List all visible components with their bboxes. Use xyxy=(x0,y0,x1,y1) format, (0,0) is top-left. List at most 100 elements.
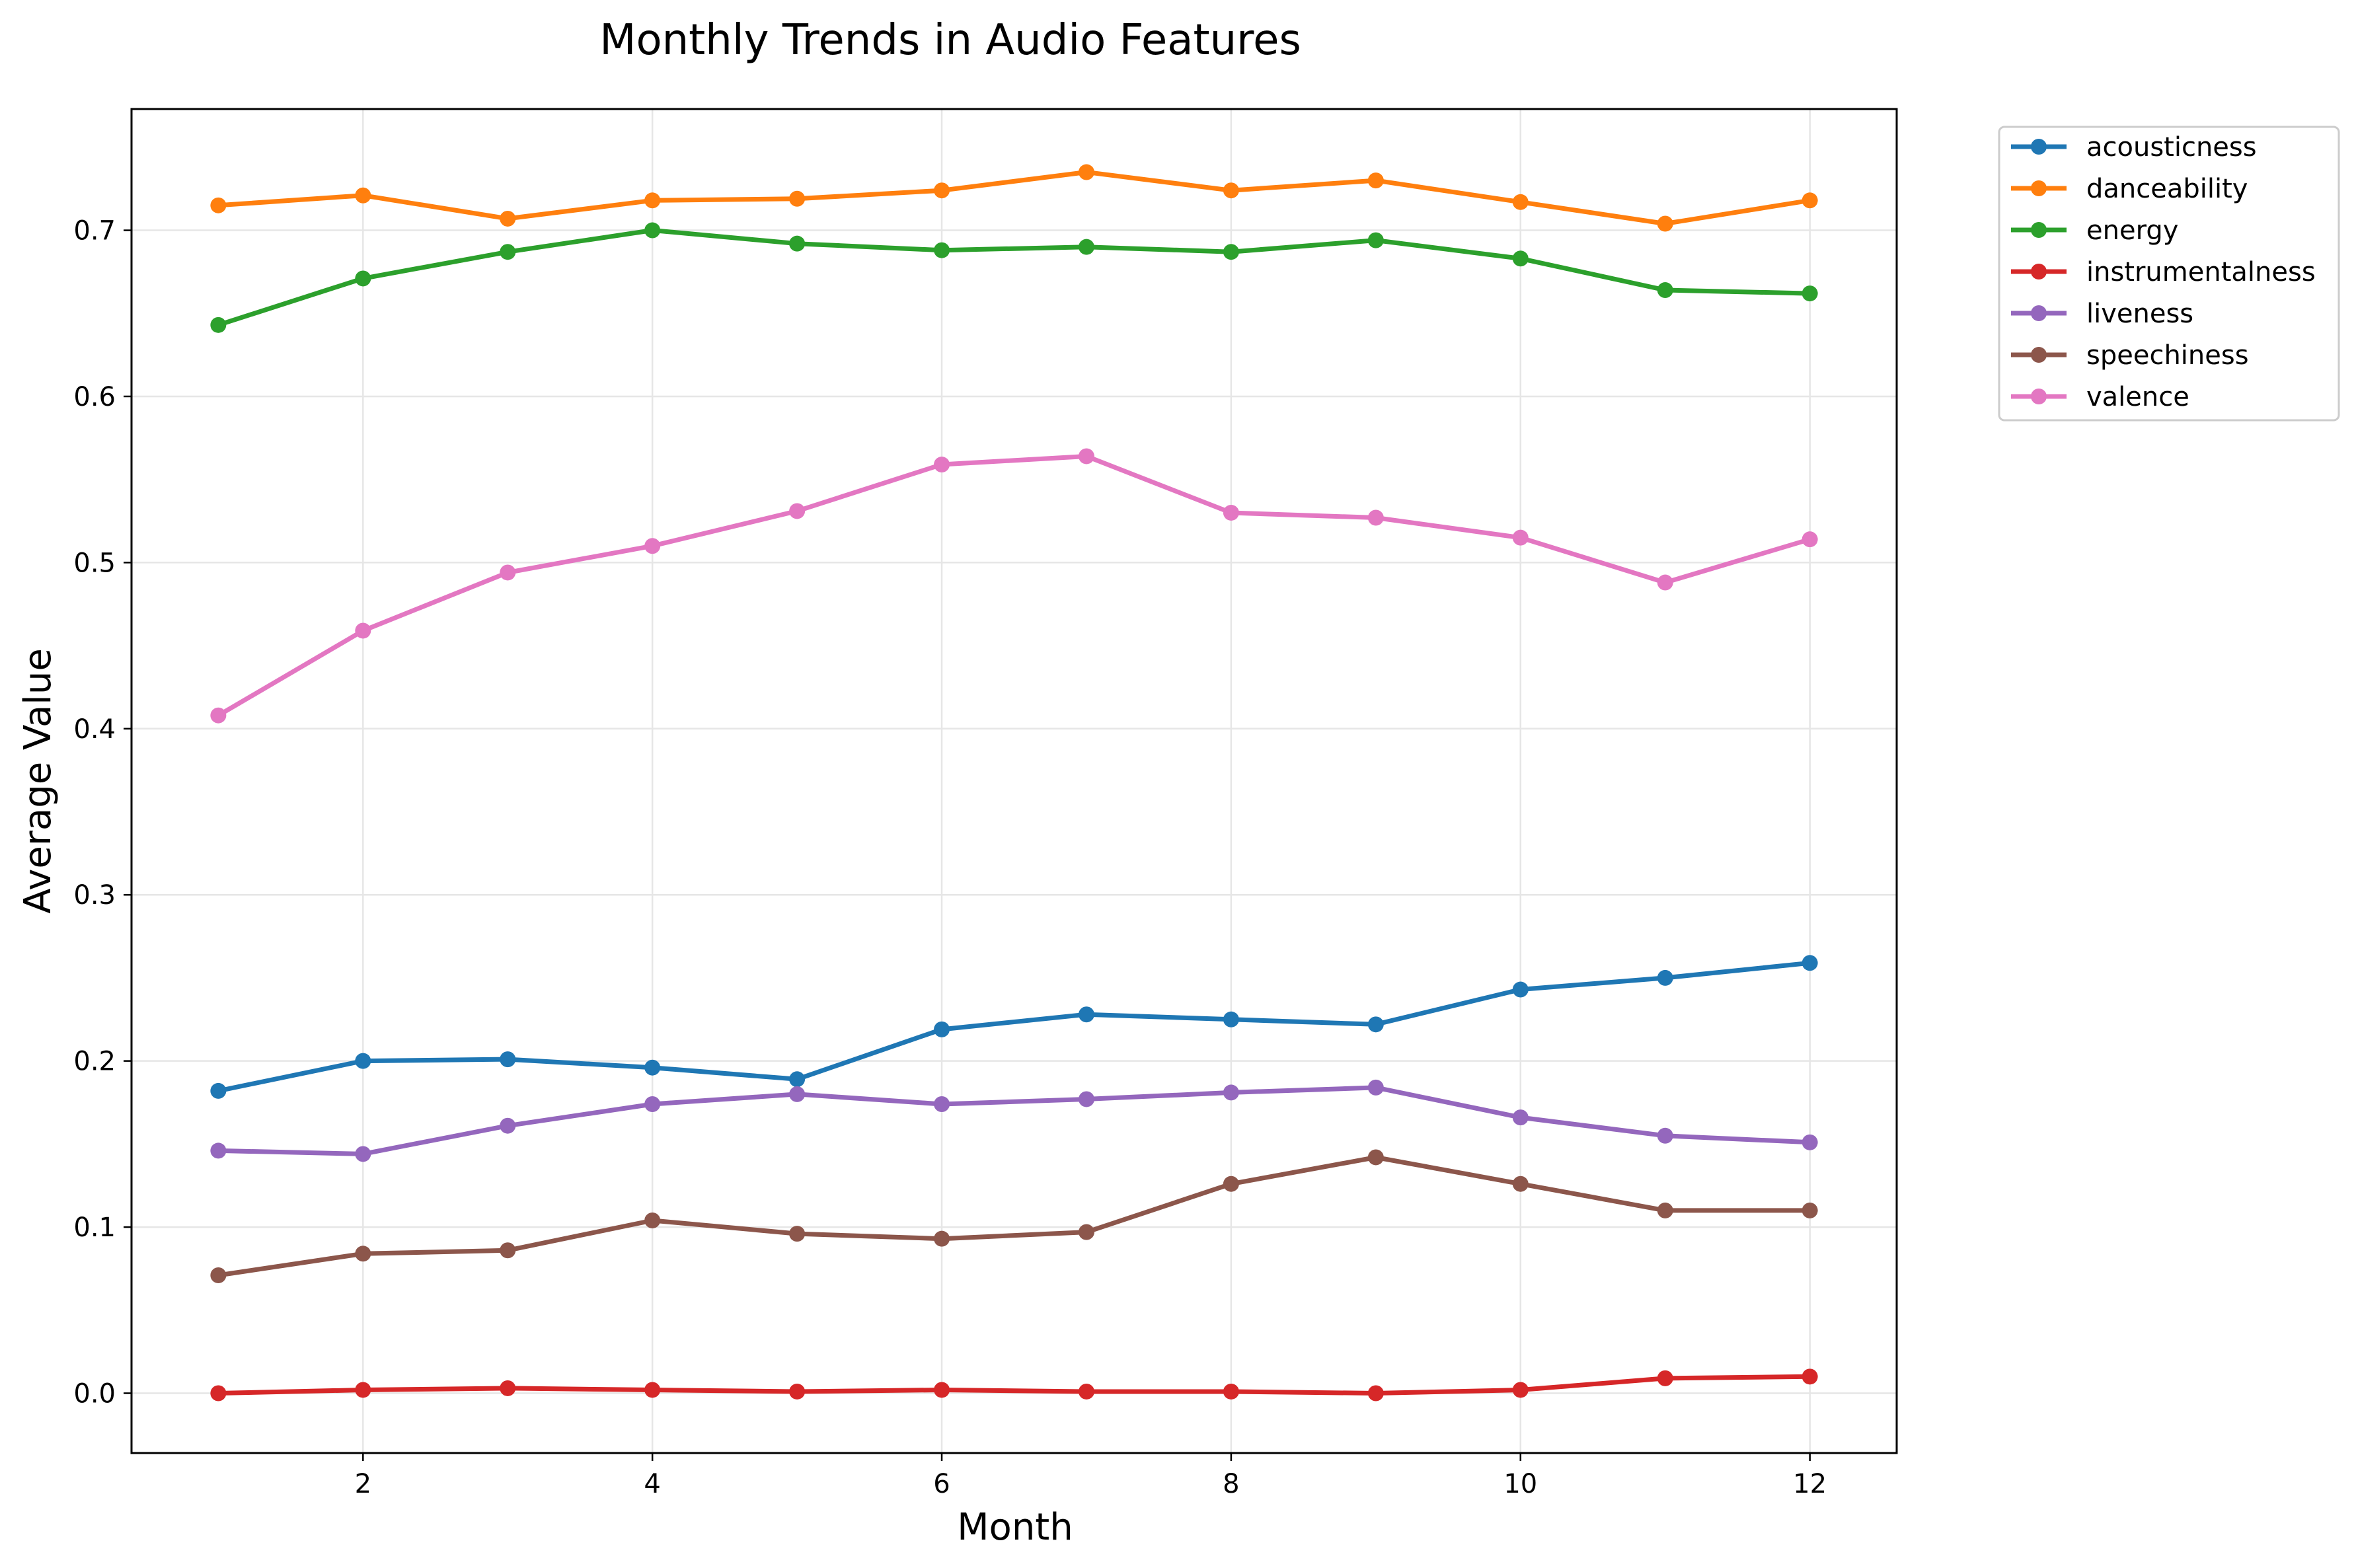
data-point xyxy=(934,242,950,258)
series-line-energy xyxy=(215,228,1813,328)
y-tick-label: 0.6 xyxy=(73,382,116,412)
legend-label: energy xyxy=(2086,215,2178,246)
data-point xyxy=(934,457,950,473)
legend-entry-valence: valence xyxy=(2011,382,2189,412)
x-axis-label: Month xyxy=(957,1506,1073,1549)
data-point xyxy=(1078,1383,1094,1400)
y-tick-label: 0.5 xyxy=(73,548,116,578)
data-point xyxy=(1657,215,1673,232)
y-tick-label: 0.1 xyxy=(73,1213,116,1243)
series-speechiness xyxy=(210,1149,1818,1283)
series-danceability xyxy=(210,164,1818,232)
data-point xyxy=(210,707,227,724)
data-point xyxy=(1367,509,1384,526)
data-point xyxy=(1802,1134,1818,1150)
data-point xyxy=(644,538,661,554)
data-point xyxy=(934,1096,950,1113)
legend-marker xyxy=(2031,139,2047,155)
data-point xyxy=(355,622,371,639)
data-point xyxy=(1657,1370,1673,1386)
data-point xyxy=(1223,504,1239,521)
data-point xyxy=(1078,1006,1094,1023)
data-point xyxy=(1223,1176,1239,1192)
y-tick-label: 0.7 xyxy=(73,216,116,246)
legend-marker xyxy=(2031,389,2047,404)
data-point xyxy=(500,1117,516,1134)
data-point xyxy=(644,1382,661,1398)
data-point xyxy=(1223,244,1239,260)
series-acousticness xyxy=(210,955,1818,1099)
data-point xyxy=(1657,969,1673,986)
legend-marker xyxy=(2031,305,2047,321)
data-point xyxy=(644,1059,661,1076)
data-point xyxy=(1512,1109,1529,1126)
x-tick-label: 12 xyxy=(1793,1469,1827,1499)
y-tick-label: 0.4 xyxy=(73,714,116,745)
grid xyxy=(132,109,1897,1453)
y-tick-label: 0.2 xyxy=(73,1047,116,1077)
data-point xyxy=(1657,1127,1673,1144)
legend-label: valence xyxy=(2086,382,2189,412)
data-point xyxy=(1512,1382,1529,1398)
data-point xyxy=(789,1383,806,1400)
x-tick-label: 2 xyxy=(355,1469,371,1499)
data-point xyxy=(1223,182,1239,199)
data-point xyxy=(1223,1011,1239,1027)
data-point xyxy=(500,1242,516,1259)
data-point xyxy=(210,1082,227,1099)
data-point xyxy=(1078,1091,1094,1107)
data-point xyxy=(1078,1224,1094,1240)
series-line-danceability xyxy=(215,170,1813,226)
x-tick-label: 4 xyxy=(644,1469,660,1499)
y-tick-label: 0.3 xyxy=(73,880,116,911)
legend-marker xyxy=(2031,264,2047,280)
legend-entry-danceability: danceability xyxy=(2011,174,2248,204)
data-point xyxy=(1802,192,1818,209)
data-point xyxy=(355,270,371,287)
data-point xyxy=(1512,1176,1529,1192)
data-point xyxy=(644,1096,661,1113)
data-point xyxy=(1223,1084,1239,1101)
legend-entry-instrumentalness: instrumentalness xyxy=(2011,257,2316,287)
plot-frame xyxy=(130,108,1898,1454)
legend-marker xyxy=(2031,180,2047,196)
data-point xyxy=(210,1385,227,1401)
data-point xyxy=(210,1267,227,1283)
data-point xyxy=(500,1051,516,1068)
series-line-liveness xyxy=(215,1085,1813,1156)
series-energy xyxy=(210,222,1818,333)
data-point xyxy=(500,564,516,581)
data-point xyxy=(644,222,661,239)
data-point xyxy=(1802,955,1818,971)
data-point xyxy=(934,182,950,199)
data-point xyxy=(355,187,371,204)
series-line-valence xyxy=(215,454,1813,718)
data-point xyxy=(1367,1079,1384,1096)
legend-label: instrumentalness xyxy=(2086,257,2316,287)
series-valence xyxy=(210,448,1818,724)
data-point xyxy=(789,190,806,207)
data-point xyxy=(1512,250,1529,267)
data-point xyxy=(355,1053,371,1069)
data-point xyxy=(1367,1016,1384,1033)
data-point xyxy=(500,210,516,227)
data-point xyxy=(1802,1368,1818,1385)
legend-entry-liveness: liveness xyxy=(2011,299,2193,329)
data-point xyxy=(1367,232,1384,248)
data-point xyxy=(210,197,227,213)
legend-label: liveness xyxy=(2086,299,2193,329)
data-point xyxy=(210,317,227,333)
data-point xyxy=(789,1226,806,1242)
data-point xyxy=(934,1382,950,1398)
data-point xyxy=(934,1230,950,1247)
x-axis-ticks: 2 4 6 8 10 12 xyxy=(355,1453,1827,1499)
legend-marker xyxy=(2031,347,2047,363)
data-point xyxy=(789,1071,806,1088)
data-point xyxy=(1657,574,1673,591)
y-axis-ticks: 0.0 0.1 0.2 0.3 0.4 0.5 0.6 0.7 xyxy=(73,216,132,1409)
data-point xyxy=(500,244,516,260)
data-point xyxy=(1802,285,1818,302)
data-point xyxy=(1802,1202,1818,1218)
data-point xyxy=(355,1246,371,1262)
series-instrumentalness xyxy=(210,1368,1818,1401)
